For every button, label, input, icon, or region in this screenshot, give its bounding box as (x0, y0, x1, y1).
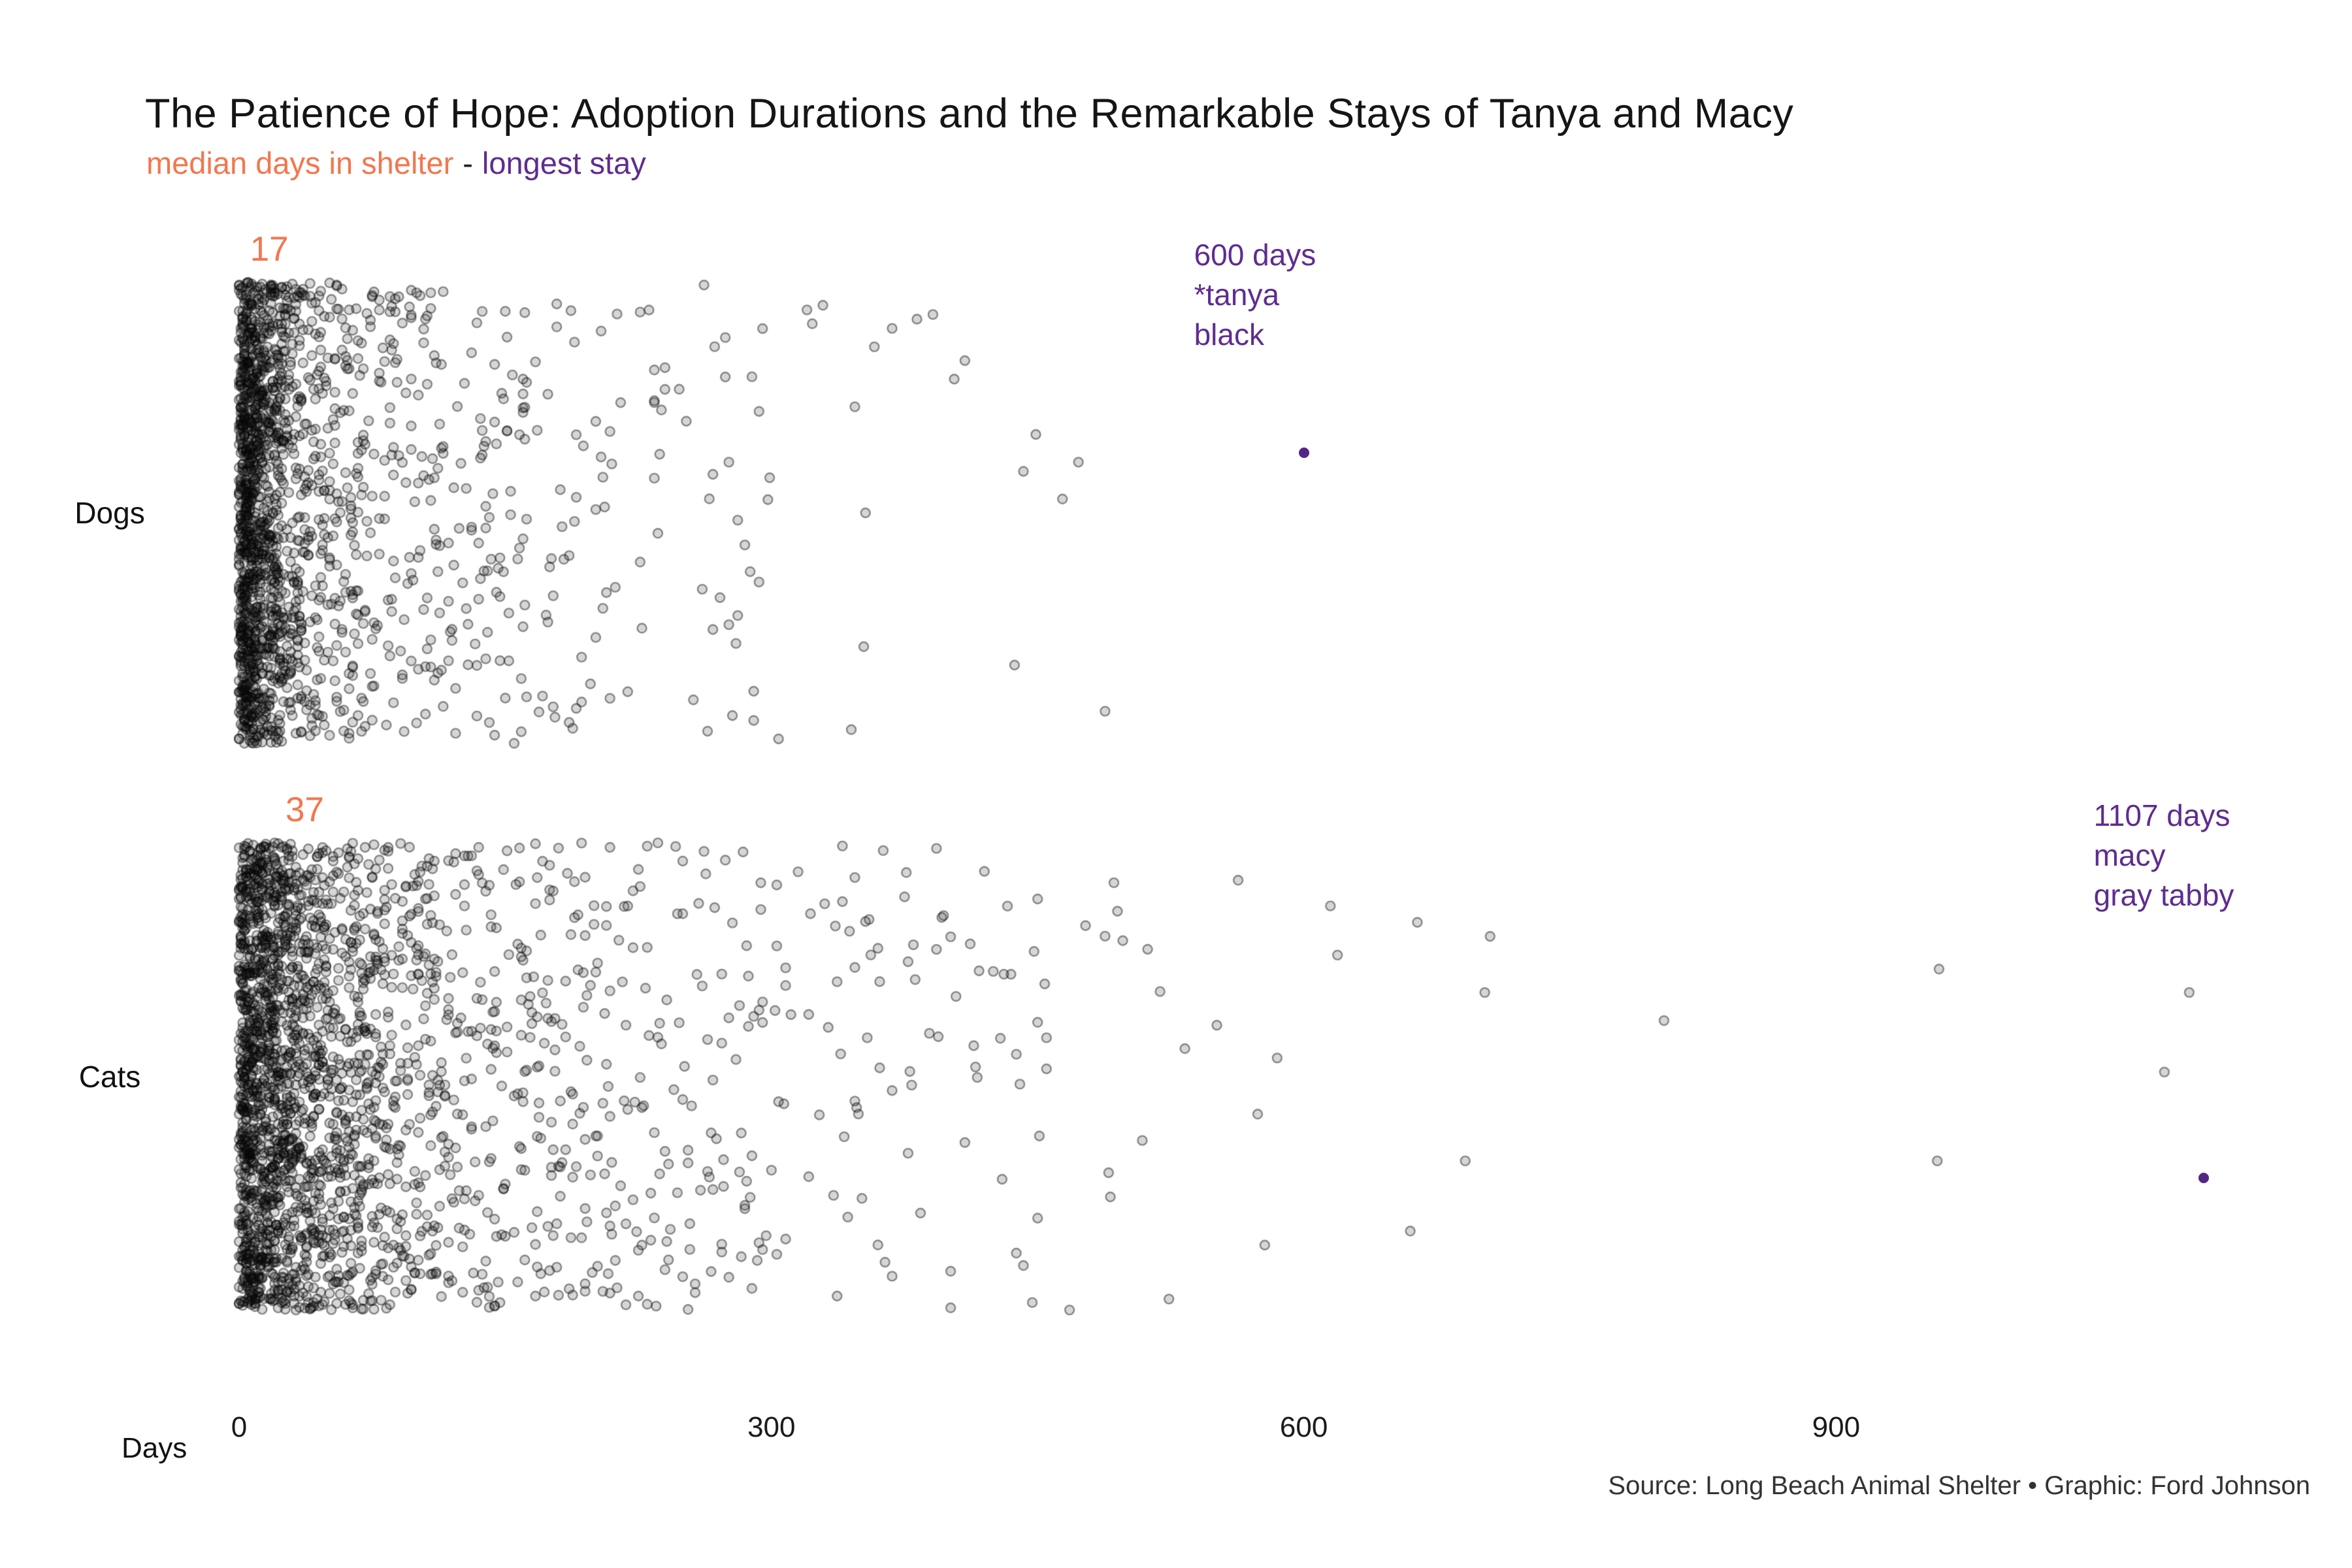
legend-separator: - (463, 146, 473, 180)
annotation-tanya-line2: *tanya (1194, 278, 1280, 312)
annotation-tanya-line1: 600 days (1194, 238, 1316, 272)
legend-longest-stay: longest stay (482, 146, 646, 180)
annotation-macy-line2: macy (2093, 838, 2166, 872)
group-label-cats: Cats (78, 1060, 141, 1094)
highlight-dot-tanya (1298, 448, 1309, 459)
x-axis-label: Days (122, 1432, 188, 1464)
legend-median-days: median days in shelter (146, 146, 454, 180)
annotation-tanya-line3: black (1194, 318, 1264, 351)
median-label-cats: 37 (286, 791, 324, 829)
chart-title: The Patience of Hope: Adoption Durations… (145, 91, 1794, 137)
annotation-macy-line1: 1107 days (2093, 798, 2230, 832)
group-label-dogs: Dogs (74, 496, 145, 530)
x-tick-900: 900 (1812, 1411, 1861, 1443)
x-tick-600: 600 (1279, 1411, 1328, 1443)
highlight-dot-macy (2198, 1173, 2209, 1184)
annotation-macy-line3: gray tabby (2093, 878, 2234, 912)
annotation-macy: 1107 days macy gray tabby (2094, 796, 2234, 915)
chart-subtitle: median days in shelter - longest stay (146, 145, 646, 181)
source-note: Source: Long Beach Animal Shelter • Grap… (1608, 1471, 2310, 1500)
annotation-tanya: 600 days *tanya black (1194, 235, 1316, 355)
x-tick-300: 300 (747, 1411, 796, 1443)
median-label-dogs: 17 (250, 230, 289, 269)
x-tick-0: 0 (231, 1411, 248, 1443)
